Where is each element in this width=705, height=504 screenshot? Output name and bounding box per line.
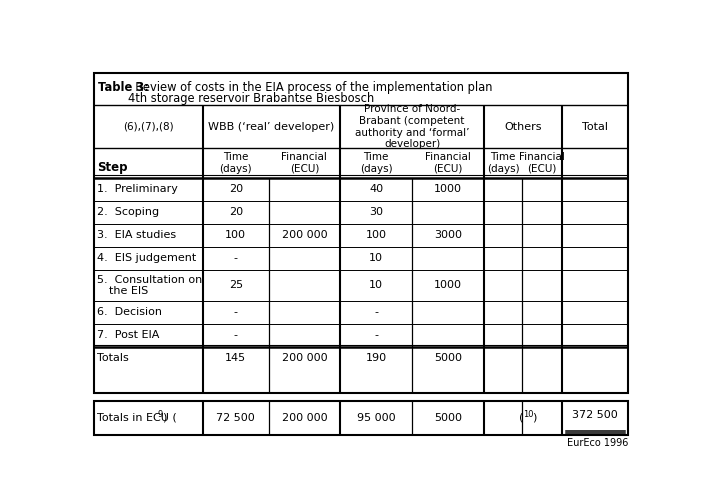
Text: 1000: 1000 <box>434 184 462 194</box>
Text: 10: 10 <box>369 280 383 290</box>
Text: 7.  Post EIA: 7. Post EIA <box>97 330 159 340</box>
Text: 100: 100 <box>365 230 386 240</box>
Text: EurEco 1996: EurEco 1996 <box>567 438 628 448</box>
Text: 5.  Consultation on: 5. Consultation on <box>97 275 202 285</box>
Text: 145: 145 <box>225 353 246 363</box>
Text: 3000: 3000 <box>434 230 462 240</box>
Text: 5000: 5000 <box>434 353 462 363</box>
Text: Totals in ECU (: Totals in ECU ( <box>97 413 177 423</box>
Text: Time
(days): Time (days) <box>487 152 520 174</box>
Text: (6),(7),(8): (6),(7),(8) <box>123 121 174 132</box>
Bar <box>94 401 628 434</box>
Text: 2.  Scoping: 2. Scoping <box>97 207 159 217</box>
Text: 1.  Preliminary: 1. Preliminary <box>97 184 178 194</box>
Text: 200 000: 200 000 <box>281 353 327 363</box>
Text: WBB (‘real’ developer): WBB (‘real’ developer) <box>208 121 335 132</box>
Text: Totals: Totals <box>97 353 128 363</box>
Text: the EIS: the EIS <box>109 286 148 296</box>
Text: Financial
(ECU): Financial (ECU) <box>520 152 565 174</box>
Text: 40: 40 <box>369 184 383 194</box>
Text: 25: 25 <box>228 280 243 290</box>
Text: ): ) <box>161 413 166 423</box>
Text: Total: Total <box>582 121 608 132</box>
Text: Time
(days): Time (days) <box>360 152 393 174</box>
Text: 4.  EIS judgement: 4. EIS judgement <box>97 254 196 264</box>
Bar <box>94 73 628 393</box>
Text: -: - <box>234 254 238 264</box>
Text: 4th storage reservoir Brabantse Biesbosch: 4th storage reservoir Brabantse Biesbosc… <box>128 92 374 105</box>
Text: 200 000: 200 000 <box>281 230 327 240</box>
Text: 20: 20 <box>228 207 243 217</box>
Text: 20: 20 <box>228 184 243 194</box>
Text: 9: 9 <box>157 410 162 419</box>
Text: Financial
(ECU): Financial (ECU) <box>281 152 327 174</box>
Text: Province of Noord-
Brabant (competent
authority and ‘formal’
developer): Province of Noord- Brabant (competent au… <box>355 104 470 149</box>
Text: 3.  EIA studies: 3. EIA studies <box>97 230 176 240</box>
Text: Step: Step <box>97 161 127 174</box>
Text: -: - <box>374 307 378 318</box>
Text: -: - <box>234 307 238 318</box>
Text: 6.  Decision: 6. Decision <box>97 307 161 318</box>
Text: Review of costs in the EIA process of the implementation plan: Review of costs in the EIA process of th… <box>128 81 492 94</box>
Text: -: - <box>234 330 238 340</box>
Text: 10: 10 <box>523 410 534 419</box>
Text: 30: 30 <box>369 207 383 217</box>
Text: 72 500: 72 500 <box>216 413 255 423</box>
Text: (: ( <box>520 413 524 423</box>
Text: 190: 190 <box>365 353 386 363</box>
Text: 5000: 5000 <box>434 413 462 423</box>
Text: 372 500: 372 500 <box>572 410 618 420</box>
Text: 10: 10 <box>369 254 383 264</box>
Text: Others: Others <box>505 121 542 132</box>
Text: Table 3:: Table 3: <box>98 81 149 94</box>
Text: 200 000: 200 000 <box>281 413 327 423</box>
Text: -: - <box>374 330 378 340</box>
Text: 1000: 1000 <box>434 280 462 290</box>
Text: Financial
(ECU): Financial (ECU) <box>425 152 471 174</box>
Text: 95 000: 95 000 <box>357 413 396 423</box>
Text: ): ) <box>532 413 537 423</box>
Text: 100: 100 <box>226 230 246 240</box>
Text: Time
(days): Time (days) <box>219 152 252 174</box>
